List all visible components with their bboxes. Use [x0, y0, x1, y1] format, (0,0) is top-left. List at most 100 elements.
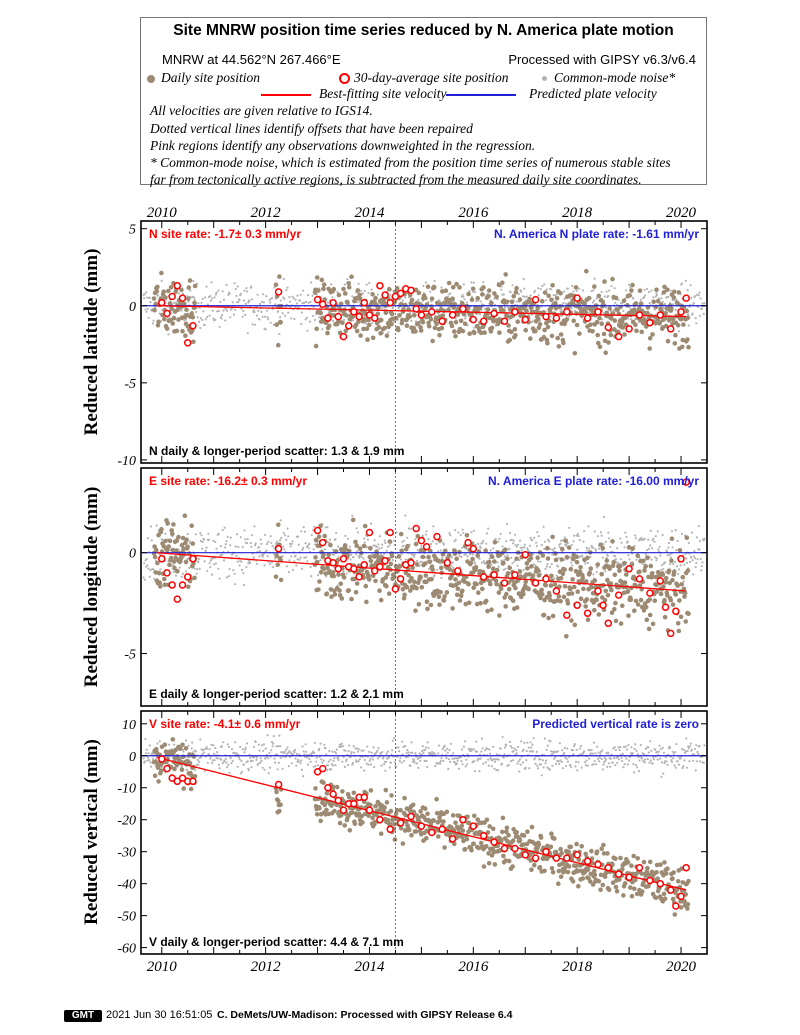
common-mode-point: [143, 578, 146, 581]
daily-point: [500, 280, 505, 286]
daily-point: [314, 812, 320, 817]
common-mode-point: [622, 745, 626, 749]
daily-point: [170, 547, 176, 553]
common-mode-point: [355, 760, 358, 764]
common-mode-point: [188, 756, 191, 759]
daily-point: [557, 304, 563, 309]
daily-point: [585, 617, 591, 622]
common-mode-point: [386, 750, 389, 753]
daily-point: [190, 541, 196, 546]
common-mode-point: [264, 315, 267, 318]
common-mode-point: [621, 752, 624, 756]
daily-point: [353, 539, 358, 545]
average-point: [391, 292, 400, 301]
daily-point: [426, 817, 431, 823]
common-mode-point: [488, 557, 491, 560]
daily-point: [603, 588, 608, 594]
common-mode-point: [619, 537, 622, 540]
daily-point: [675, 583, 680, 588]
daily-point: [478, 840, 484, 846]
common-mode-point: [569, 763, 572, 767]
daily-point: [663, 580, 668, 585]
common-mode-point: [245, 287, 248, 290]
common-mode-point: [334, 538, 337, 541]
common-mode-point: [584, 562, 587, 565]
common-mode-point: [295, 764, 298, 767]
common-mode-point: [307, 294, 310, 297]
daily-point: [467, 331, 473, 337]
common-mode-point: [371, 322, 374, 325]
daily-point: [492, 862, 498, 867]
daily-point: [412, 579, 417, 585]
average-point: [381, 557, 389, 565]
common-mode-point: [580, 766, 583, 769]
common-mode-point: [309, 760, 312, 763]
daily-point: [336, 572, 341, 577]
common-mode-point: [298, 558, 301, 561]
daily-point: [535, 305, 540, 311]
site-rate-label: E site rate: -16.2± 0.3 mm/yr: [149, 474, 307, 488]
common-mode-point: [589, 752, 593, 755]
common-mode-point: [313, 741, 317, 744]
daily-point: [462, 321, 468, 327]
common-mode-point: [208, 562, 211, 565]
daily-point: [372, 819, 378, 825]
daily-point: [678, 316, 684, 322]
common-mode-point: [699, 297, 702, 300]
daily-point: [444, 809, 450, 815]
daily-point: [363, 583, 369, 589]
common-mode-point: [517, 745, 520, 749]
processing-info: Processed with GIPSY v6.3/v6.4: [508, 52, 696, 67]
common-mode-point: [270, 741, 274, 744]
note-offsets: Dotted vertical lines identify offsets t…: [150, 121, 473, 136]
common-mode-point: [449, 534, 452, 537]
common-mode-point: [673, 764, 676, 767]
common-mode-point: [539, 758, 542, 761]
common-mode-point: [527, 746, 530, 749]
common-mode-point: [654, 295, 657, 298]
common-mode-point: [302, 289, 305, 292]
common-mode-point: [244, 538, 247, 541]
daily-point: [322, 533, 328, 539]
common-mode-point: [226, 766, 229, 769]
daily-point: [454, 281, 459, 287]
common-mode-point: [239, 292, 242, 295]
common-mode-point: [297, 306, 300, 309]
daily-point: [152, 544, 157, 549]
daily-point: [434, 810, 440, 816]
daily-point: [588, 566, 594, 571]
common-mode-point: [283, 548, 286, 551]
daily-point: [681, 322, 686, 327]
common-mode-point: [150, 765, 153, 768]
common-mode-point: [288, 542, 292, 546]
common-mode-point: [369, 757, 372, 760]
common-mode-point: [281, 555, 284, 558]
daily-point: [645, 310, 650, 316]
common-mode-point: [489, 752, 492, 755]
daily-point: [602, 279, 607, 284]
common-mode-point: [502, 756, 505, 759]
common-mode-point: [657, 548, 660, 551]
daily-point: [155, 560, 160, 566]
daily-point: [600, 545, 606, 551]
daily-point: [192, 300, 197, 306]
daily-point: [628, 597, 634, 602]
common-mode-point: [682, 765, 685, 768]
daily-point: [679, 582, 684, 587]
common-mode-point: [363, 537, 366, 540]
common-mode-point: [195, 572, 198, 575]
common-mode-point: [666, 763, 669, 767]
daily-point: [597, 315, 602, 321]
common-mode-point: [369, 522, 373, 525]
daily-point: [465, 306, 471, 311]
daily-point: [413, 541, 419, 547]
daily-point: [404, 323, 410, 329]
daily-point: [343, 328, 349, 334]
daily-point: [553, 557, 559, 563]
common-mode-point: [508, 740, 512, 744]
common-mode-point: [268, 298, 271, 302]
common-mode-point: [213, 296, 216, 299]
common-mode-point: [313, 751, 316, 755]
daily-point: [671, 289, 677, 295]
common-mode-point: [479, 546, 482, 550]
